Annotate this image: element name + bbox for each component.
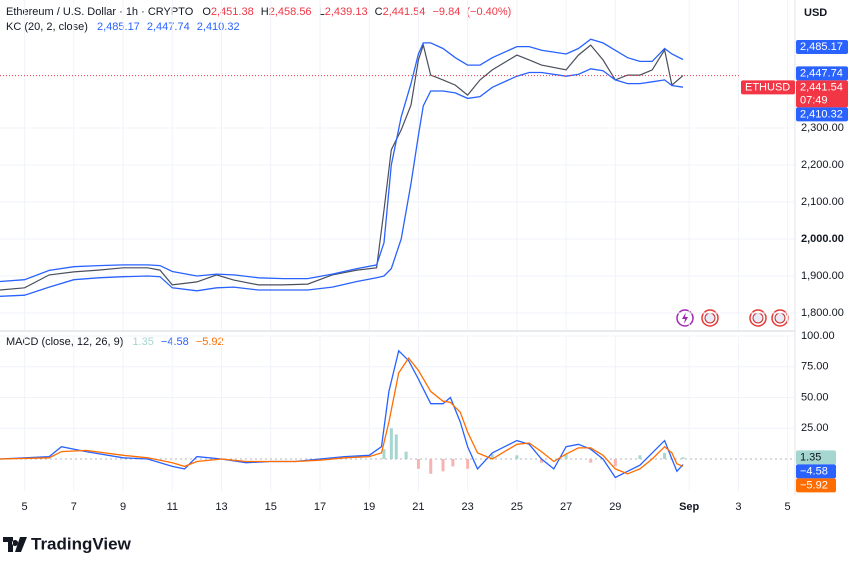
axis-badge-label: 2,441.54: [800, 81, 843, 93]
x-tick-label: 17: [314, 501, 326, 513]
x-tick-label: 15: [265, 501, 277, 513]
axis-badge: [796, 80, 848, 108]
axis-badge: [796, 450, 836, 465]
histogram-bar: [394, 434, 398, 460]
currency: USD: [804, 7, 827, 19]
indicator-name: KC (20, 2, close): [6, 21, 88, 33]
y-tick-label: 2,300.00: [801, 122, 844, 134]
y-tick-label: 2,100.00: [801, 196, 844, 208]
axis-badge-label: −4.58: [800, 465, 828, 477]
x-tick-label: 23: [462, 501, 474, 513]
series-line: [0, 42, 684, 291]
axis-badge: [796, 40, 848, 54]
indicator-value: 2,447.74: [147, 21, 190, 33]
histogram-bar: [382, 449, 386, 460]
x-tick-label: 25: [511, 501, 523, 513]
axis-badge-label: 07:49: [800, 94, 828, 106]
brand: TradingView: [3, 534, 132, 553]
axis-badge: [796, 464, 836, 479]
axis-badge: [796, 478, 836, 493]
histogram-bar: [515, 455, 519, 460]
histogram-bar: [589, 459, 593, 463]
y-tick-label: 25.00: [801, 422, 829, 434]
histogram-bar: [663, 452, 667, 460]
symbol-badge: [741, 80, 795, 95]
x-tick-label: 11: [167, 501, 178, 513]
x-tick-label: 5: [785, 501, 791, 513]
y-tick-label: 1,800.00: [801, 307, 844, 319]
ohlc-value: 2,451.38: [211, 6, 254, 18]
grid: [0, 0, 795, 491]
axis-badge-label: −5.92: [800, 479, 828, 491]
histogram-bar: [539, 459, 543, 463]
x-tick-label: 29: [609, 501, 621, 513]
indicator-value: 2,485.17: [97, 21, 140, 33]
brand-logo: [3, 537, 27, 552]
histogram-bar: [681, 457, 685, 460]
macd-legend: MACD (close, 12, 26, 9) 1.35 −4.58 −5.92: [6, 336, 224, 348]
axis-badge: [796, 66, 848, 81]
symbol-label: ETHUSD: [745, 81, 790, 93]
ohlc-value: 2,458.56: [269, 6, 312, 18]
histogram-bar: [490, 454, 494, 460]
x-tick-label: 9: [120, 501, 126, 513]
event-icon-glyph: [682, 312, 688, 324]
brand-name: TradingView: [31, 534, 132, 553]
axis-badge-label: 2,485.17: [800, 41, 843, 53]
x-tick-label: 19: [363, 501, 375, 513]
x-tick-label: 5: [22, 501, 28, 513]
ohlc-key: C: [375, 6, 383, 18]
x-tick-label: 3: [735, 501, 741, 513]
macd-value: −5.92: [196, 336, 224, 348]
y-tick-label: 100.00: [801, 330, 835, 342]
axis-badge-label: 2,447.74: [800, 67, 843, 79]
axis-badge-label: 1.35: [800, 451, 821, 463]
x-tick-label: 13: [215, 501, 227, 513]
symbol-title: Ethereum / U.S. Dollar · 1h · CRYPTO: [6, 6, 194, 18]
macd-value: −4.58: [161, 336, 189, 348]
y-tick-label: 75.00: [801, 361, 829, 373]
y-tick-label: 50.00: [801, 391, 829, 403]
histogram-bar: [613, 459, 617, 467]
histogram-bar: [429, 459, 433, 474]
histogram-bar: [564, 454, 568, 460]
macd-name: MACD (close, 12, 26, 9): [6, 336, 123, 348]
histogram-bar: [441, 459, 445, 472]
ohlc-key: H: [261, 6, 269, 18]
histogram-bar: [451, 459, 455, 467]
event-icon-glyph: [774, 312, 786, 324]
histogram-bar: [638, 455, 642, 460]
x-tick-label: 27: [560, 501, 572, 513]
ohlc-key: O: [202, 6, 211, 18]
axis-badge: [796, 107, 848, 122]
x-tick-label: 21: [412, 501, 424, 513]
series-line: [0, 38, 684, 283]
axis-badge-label: 2,410.32: [800, 108, 843, 120]
ohlc-value: 2,441.54: [383, 6, 426, 18]
macd-value: 1.35: [132, 336, 153, 348]
histogram-bar: [466, 459, 470, 469]
y-tick-label: 2,000.00: [801, 233, 844, 245]
ohlc-value: 2,439.13: [325, 6, 368, 18]
y-tick-label: 1,900.00: [801, 270, 844, 282]
event-icon-glyph: [704, 312, 716, 324]
y-tick-label: 2,200.00: [801, 159, 844, 171]
ohlc-key: L: [319, 6, 325, 18]
histogram-bar: [416, 459, 420, 469]
x-tick-label: Sep: [679, 501, 699, 513]
indicator-value: 2,410.32: [197, 21, 240, 33]
series-line: [0, 68, 684, 297]
indicator-legend: KC (20, 2, close) 2,485.17 2,447.74 2,41…: [6, 21, 240, 33]
change-pct: (−0.40%): [466, 6, 511, 18]
event-icon-glyph: [752, 312, 764, 324]
change: −9.84: [432, 6, 460, 18]
series-line: [0, 356, 684, 475]
histogram-bar: [389, 428, 393, 460]
histogram-bar: [404, 451, 408, 460]
x-tick-label: 7: [71, 501, 77, 513]
